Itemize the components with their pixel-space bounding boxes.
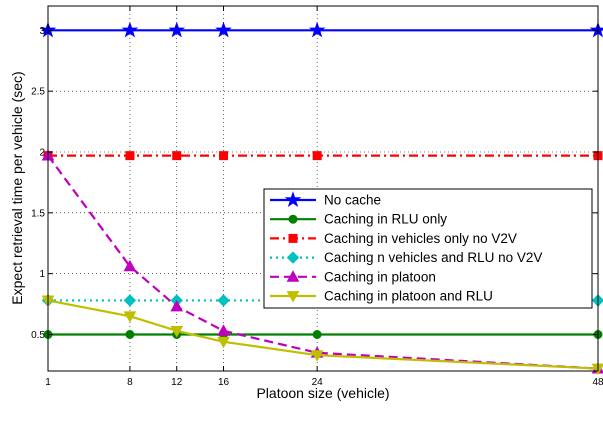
y-tick-label: 0.5 xyxy=(31,330,45,341)
y-tick-label: 1 xyxy=(39,269,45,280)
data-point-2-2 xyxy=(173,152,181,160)
data-point-1-1 xyxy=(126,331,134,339)
x-tick-label: 8 xyxy=(127,377,133,388)
data-point-0-5 xyxy=(591,23,603,37)
data-point-2-4 xyxy=(313,152,321,160)
data-point-2-1 xyxy=(126,152,134,160)
y-tick-label: 3 xyxy=(39,26,45,37)
data-point-2-3 xyxy=(220,152,228,160)
legend-label: No cache xyxy=(324,193,381,208)
data-point-1-4 xyxy=(313,331,321,339)
legend-label: Caching in platoon xyxy=(324,269,436,284)
legend: No cache Caching in RLU only Caching in ve… xyxy=(264,189,592,308)
legend-label: Caching in platoon and RLU xyxy=(324,289,493,304)
x-tick-label: 1 xyxy=(45,377,51,388)
data-point-3-3 xyxy=(218,295,229,306)
legend-label: Caching in RLU only xyxy=(324,212,447,227)
x-axis-label: Platoon size (vehicle) xyxy=(256,385,389,401)
legend-marker-2 xyxy=(289,234,297,242)
y-tick-label: 2.5 xyxy=(31,87,45,98)
series-0 xyxy=(41,23,603,37)
y-axis-label: Expect retrieval time per vehicle (sec) xyxy=(9,71,25,304)
data-point-3-1 xyxy=(124,295,135,306)
legend-marker-1 xyxy=(289,215,297,223)
series-1 xyxy=(44,331,602,339)
x-tick-label: 16 xyxy=(218,377,230,388)
legend-label: Caching in vehicles only no V2V xyxy=(324,231,517,246)
x-tick-label: 48 xyxy=(592,377,603,388)
y-tick-label: 2 xyxy=(39,148,45,159)
series-2 xyxy=(44,152,602,160)
legend-label: Caching n vehicles and RLU no V2V xyxy=(324,250,542,265)
y-tick-label: 1.5 xyxy=(31,208,45,219)
data-point-4-3 xyxy=(218,325,229,335)
x-tick-label: 12 xyxy=(171,377,183,388)
